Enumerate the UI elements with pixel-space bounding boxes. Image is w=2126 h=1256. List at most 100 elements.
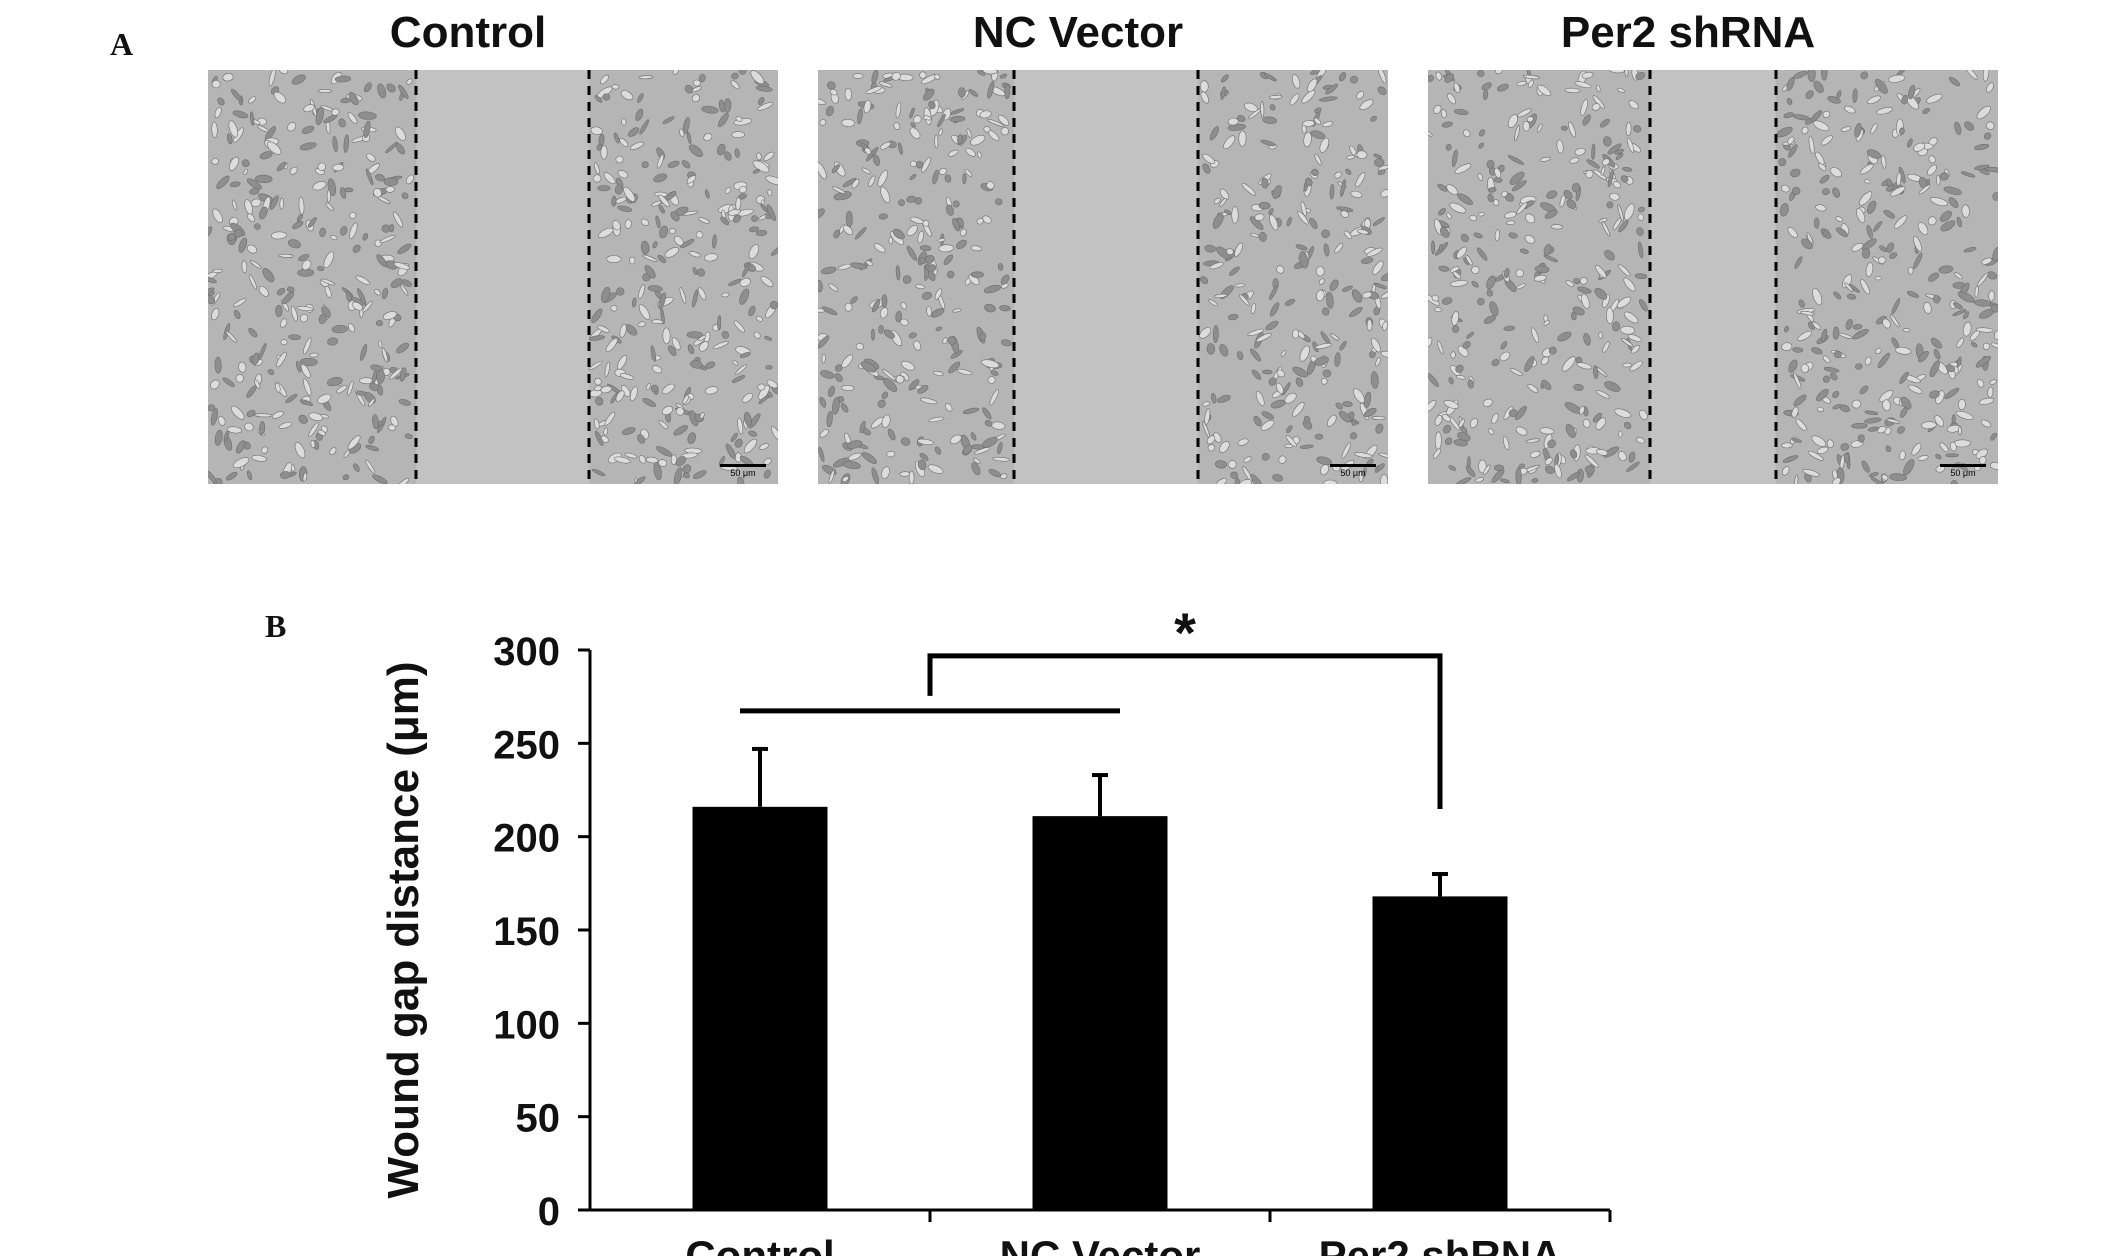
cell	[1219, 344, 1229, 357]
cell	[987, 81, 995, 99]
cell	[846, 440, 863, 449]
cell	[1351, 289, 1363, 303]
cell	[1629, 360, 1643, 372]
cell	[1269, 214, 1279, 231]
cell	[1901, 94, 1909, 105]
cell	[1957, 291, 1975, 303]
cell	[208, 276, 217, 284]
cell	[1955, 410, 1974, 420]
cell	[1938, 265, 1954, 274]
cell	[1375, 357, 1381, 367]
cell	[893, 122, 901, 130]
cell	[1952, 309, 1967, 317]
cell	[1506, 220, 1516, 225]
cell	[594, 95, 603, 103]
cell	[1433, 104, 1442, 114]
cell	[1338, 72, 1347, 82]
cell	[347, 435, 361, 450]
cell	[1992, 192, 1998, 201]
cell	[629, 386, 638, 402]
cell	[1373, 283, 1388, 289]
cell	[1565, 424, 1576, 438]
cell	[1380, 350, 1388, 358]
cell	[1935, 465, 1946, 473]
cell	[1319, 96, 1338, 102]
cell	[1881, 474, 1889, 481]
cell	[1310, 130, 1326, 139]
cell	[1988, 290, 1995, 302]
cell	[623, 186, 636, 202]
cell	[1950, 480, 1958, 484]
cell	[1448, 377, 1454, 385]
cell	[1441, 121, 1453, 128]
cell	[1493, 177, 1503, 183]
cell	[1220, 74, 1229, 83]
cell	[1299, 345, 1310, 362]
cell	[1875, 78, 1888, 94]
cell	[1812, 120, 1830, 132]
cell	[703, 133, 713, 142]
cell	[687, 344, 695, 355]
cell	[1548, 346, 1557, 355]
cell	[970, 271, 984, 278]
cell	[900, 302, 907, 310]
cell	[312, 181, 327, 191]
cell	[1302, 419, 1313, 430]
cell	[1515, 426, 1528, 436]
cell	[934, 288, 943, 300]
cell	[343, 449, 350, 458]
cell	[638, 455, 646, 464]
cell	[1455, 477, 1472, 484]
cell	[395, 143, 405, 155]
cell	[1637, 213, 1645, 221]
cell	[276, 161, 287, 172]
scale-bar: 50 μm	[1330, 464, 1376, 478]
cell	[271, 411, 284, 419]
cell	[881, 294, 888, 308]
cell	[621, 118, 627, 126]
cell	[258, 342, 267, 361]
cell	[1781, 466, 1790, 476]
cell	[658, 420, 669, 430]
cell	[971, 462, 981, 476]
cell	[1879, 390, 1894, 403]
cell	[1584, 454, 1599, 468]
cell	[1831, 477, 1841, 484]
cell	[1326, 414, 1337, 427]
cell	[934, 446, 942, 455]
cell	[329, 234, 338, 241]
cell	[1307, 78, 1318, 93]
cell	[1442, 414, 1451, 422]
cell	[244, 422, 254, 432]
cell	[1815, 151, 1825, 165]
cell	[1557, 331, 1572, 342]
cell	[1477, 173, 1484, 181]
cell	[1004, 84, 1011, 100]
cell	[704, 189, 710, 199]
cell	[248, 327, 258, 338]
cell	[1236, 351, 1244, 361]
cell	[921, 291, 932, 300]
cell	[1819, 174, 1830, 184]
cell	[383, 177, 399, 186]
cell	[952, 218, 960, 232]
cell	[1593, 365, 1599, 379]
cell	[863, 99, 872, 114]
cell	[1990, 432, 1997, 441]
cell	[329, 447, 337, 455]
cell	[908, 470, 915, 484]
cell	[977, 70, 986, 76]
cell	[926, 306, 932, 317]
cell	[651, 319, 664, 325]
cell	[652, 365, 663, 374]
cell	[340, 187, 347, 199]
cell	[877, 399, 886, 408]
cell	[1900, 407, 1908, 418]
cell	[1373, 153, 1382, 159]
cell	[1963, 247, 1977, 253]
cell	[1278, 455, 1287, 464]
cell	[1954, 121, 1962, 135]
cell	[1302, 120, 1315, 127]
cell	[844, 87, 852, 101]
cell	[1907, 266, 1914, 275]
